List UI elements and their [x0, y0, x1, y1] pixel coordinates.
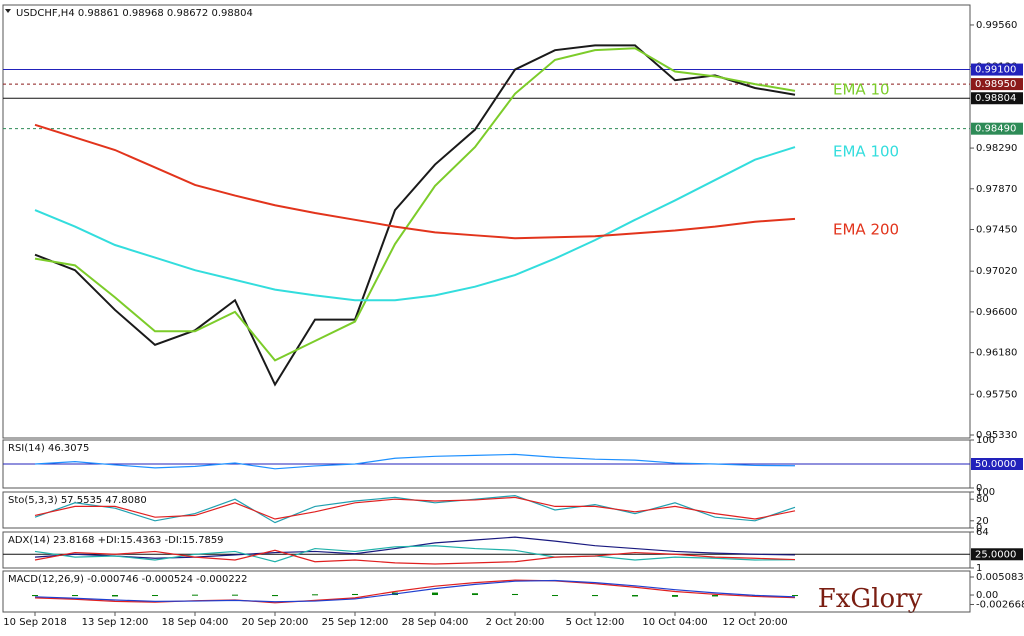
- y-tick-label: 0.97870: [976, 184, 1017, 195]
- panel-title: ADX(14) 23.8168 +DI:15.4363 -DI:15.7859: [8, 535, 224, 546]
- level-label: 25.0000: [975, 549, 1016, 560]
- histogram-bar: [552, 595, 558, 597]
- level-box: [971, 122, 1023, 135]
- y-tick-label: 100: [976, 435, 995, 446]
- level-box: [971, 63, 1023, 76]
- histogram-bar: [312, 594, 318, 596]
- y-tick-label: 1: [976, 563, 982, 574]
- series-line: [34, 579, 796, 603]
- x-tick-label: 12 Oct 20:00: [722, 617, 787, 628]
- logo: FxGlory: [818, 584, 923, 614]
- series-label: EMA 200: [833, 221, 899, 239]
- level-box: [971, 92, 1023, 105]
- x-tick-label: 25 Sep 12:00: [322, 617, 389, 628]
- y-tick-label: 0.96600: [976, 307, 1017, 318]
- histogram-bar: [672, 595, 678, 597]
- x-tick-label: 18 Sep 04:00: [162, 617, 229, 628]
- level-box: [971, 78, 1023, 91]
- y-tick-label: 0.98290: [976, 143, 1017, 154]
- y-tick-label: 0.005083: [976, 572, 1024, 583]
- histogram-bar: [632, 595, 638, 597]
- y-tick-label: 80: [976, 494, 989, 505]
- histogram-bar: [272, 595, 278, 597]
- level-label: 0.99100: [975, 65, 1016, 76]
- histogram-bar: [792, 595, 798, 597]
- x-tick-label: 2 Oct 20:00: [486, 617, 545, 628]
- histogram-bar: [112, 595, 118, 597]
- panel-frame: [2, 4, 971, 439]
- level-box: [971, 548, 1023, 561]
- y-tick-label: 0: [976, 483, 982, 494]
- histogram-bar: [232, 594, 238, 596]
- panel-title: Sto(5,3,3) 57.5535 47.8080: [8, 495, 147, 506]
- histogram-bar: [72, 595, 78, 597]
- y-tick-label: 64: [976, 527, 989, 538]
- series-line: [34, 123, 796, 240]
- y-tick-label: 0.97020: [976, 266, 1017, 277]
- histogram-bar: [512, 593, 518, 596]
- series-line: [34, 549, 796, 565]
- histogram-bar: [152, 595, 158, 597]
- y-tick-label: 0.97450: [976, 224, 1017, 235]
- histogram-bar: [352, 593, 358, 596]
- histogram-bar: [472, 593, 478, 596]
- x-tick-label: 13 Sep 12:00: [82, 617, 149, 628]
- panel-title: MACD(12,26,9) -0.000746 -0.000524 -0.000…: [8, 574, 247, 585]
- series-label: EMA 100: [833, 143, 899, 161]
- histogram-bar: [712, 595, 718, 597]
- series-line: [34, 47, 796, 362]
- series-line: [34, 496, 796, 520]
- y-tick-label: 0.00: [976, 590, 998, 601]
- y-tick-label: 0.95330: [976, 430, 1017, 441]
- y-tick-label: -0.002668: [976, 599, 1024, 610]
- series-line: [34, 44, 796, 387]
- histogram-bar: [592, 595, 598, 597]
- level-label: 0.98950: [975, 79, 1016, 90]
- series-line: [34, 146, 796, 302]
- level-label: 0.98490: [975, 124, 1016, 135]
- series-line: [34, 453, 796, 470]
- y-tick-label: 0.96180: [976, 348, 1017, 359]
- y-tick-label: 0.99560: [976, 20, 1017, 31]
- histogram-bar: [32, 595, 38, 597]
- x-tick-label: 28 Sep 04:00: [402, 617, 469, 628]
- y-tick-label: 100: [976, 487, 995, 498]
- y-tick-label: 0: [976, 523, 982, 534]
- level-label: 50.0000: [975, 459, 1016, 470]
- panel-title: USDCHF,H4 0.98861 0.98968 0.98672 0.9880…: [16, 8, 253, 19]
- x-tick-label: 5 Oct 12:00: [566, 617, 625, 628]
- panel-title: RSI(14) 46.3075: [8, 443, 89, 454]
- level-label: 0.98804: [975, 93, 1016, 104]
- histogram-bar: [192, 594, 198, 596]
- x-tick-label: 10 Sep 2018: [3, 617, 66, 628]
- panel-frame: [2, 531, 971, 569]
- series-label: EMA 10: [833, 81, 890, 99]
- title-marker: [5, 9, 11, 13]
- panel-frame: [2, 570, 971, 613]
- x-tick-label: 20 Sep 20:00: [242, 617, 309, 628]
- panel-frame: [2, 491, 971, 529]
- x-tick-label: 10 Oct 04:00: [642, 617, 707, 628]
- y-tick-label: 20: [976, 516, 989, 527]
- level-box: [971, 458, 1023, 470]
- y-tick-label: 0.95750: [976, 389, 1017, 400]
- series-line: [34, 545, 796, 563]
- histogram-bar: [432, 592, 438, 596]
